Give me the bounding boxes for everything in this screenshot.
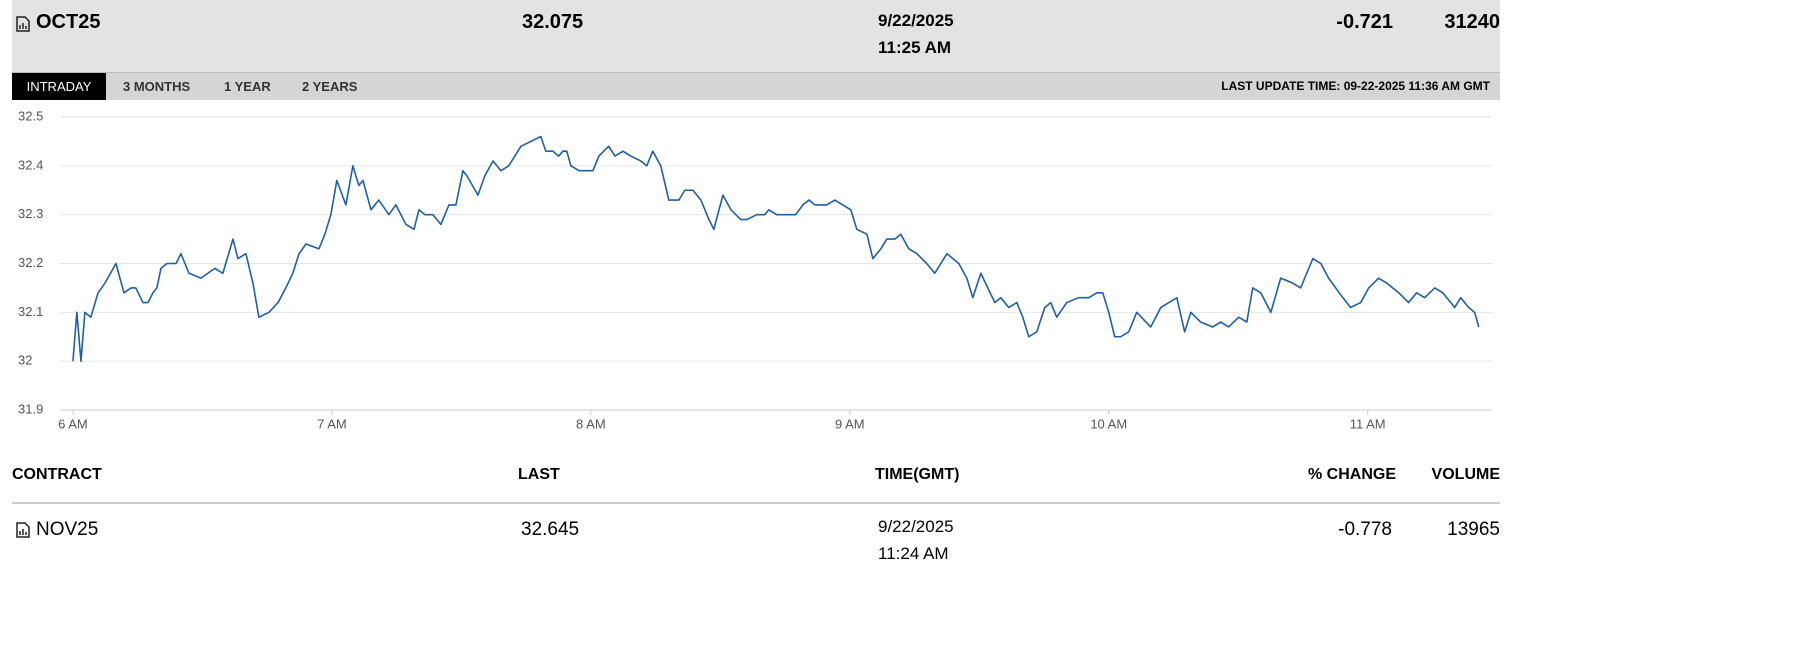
cell: 11:24 AM — [878, 544, 949, 563]
tab[interactable]: 2 YEARS — [302, 79, 358, 94]
divider — [12, 502, 1500, 504]
y-tick-label: 31.9 — [18, 401, 43, 416]
doc-icon — [16, 522, 30, 538]
cell: -0.778 — [1338, 519, 1392, 540]
column-header: VOLUME — [1431, 466, 1500, 483]
x-tick-label: 8 AM — [576, 416, 606, 431]
y-tick-label: 32.2 — [18, 255, 43, 270]
cell[interactable]: NOV25 — [36, 519, 99, 540]
x-tick-label: 9 AM — [835, 416, 865, 431]
x-tick-label: 10 AM — [1090, 416, 1127, 431]
y-tick-label: 32.4 — [18, 157, 43, 172]
cell: 32.645 — [521, 519, 580, 540]
x-tick-label: 7 AM — [317, 416, 347, 431]
y-tick-label: 32.3 — [18, 206, 43, 221]
volume: 31240 — [1444, 11, 1500, 33]
tab[interactable]: 1 YEAR — [224, 79, 271, 94]
tab-bar: INTRADAY 3 MONTHS 1 YEAR 2 YEARS LAST UP… — [12, 72, 1500, 100]
y-tick-label: 32 — [18, 353, 32, 368]
time: 11:25 AM — [878, 38, 952, 57]
change: -0.721 — [1336, 11, 1393, 33]
last-price: 32.075 — [522, 11, 584, 33]
y-tick-label: 32.5 — [18, 108, 43, 123]
column-header: LAST — [518, 466, 560, 483]
tab[interactable]: INTRADAY — [12, 73, 106, 100]
quote-header: OCT25 32.075 9/22/2025 11:25 AM -0.721 3… — [12, 0, 1500, 72]
date: 9/22/2025 — [878, 11, 954, 30]
column-header: CONTRACT — [12, 466, 102, 483]
symbol: OCT25 — [36, 11, 101, 33]
column-header: % CHANGE — [1307, 466, 1396, 483]
tab[interactable]: 3 MONTHS — [123, 79, 191, 94]
doc-icon — [16, 16, 30, 32]
column-header: TIME(GMT) — [875, 466, 960, 483]
price-line — [72, 135, 1480, 362]
last-update: LAST UPDATE TIME: 09-22-2025 11:36 AM GM… — [1221, 79, 1490, 93]
x-tick-label: 11 AM — [1350, 416, 1386, 431]
cell: 9/22/2025 — [878, 517, 954, 536]
chart: 31.9 32 32.1 32.2 32.3 32.4 32.5 6 AM 7 AM 8 AM 9 … — [18, 108, 1492, 431]
x-tick-label: 6 AM — [58, 416, 88, 431]
cell: 13965 — [1447, 519, 1500, 540]
y-tick-label: 32.1 — [18, 304, 43, 319]
